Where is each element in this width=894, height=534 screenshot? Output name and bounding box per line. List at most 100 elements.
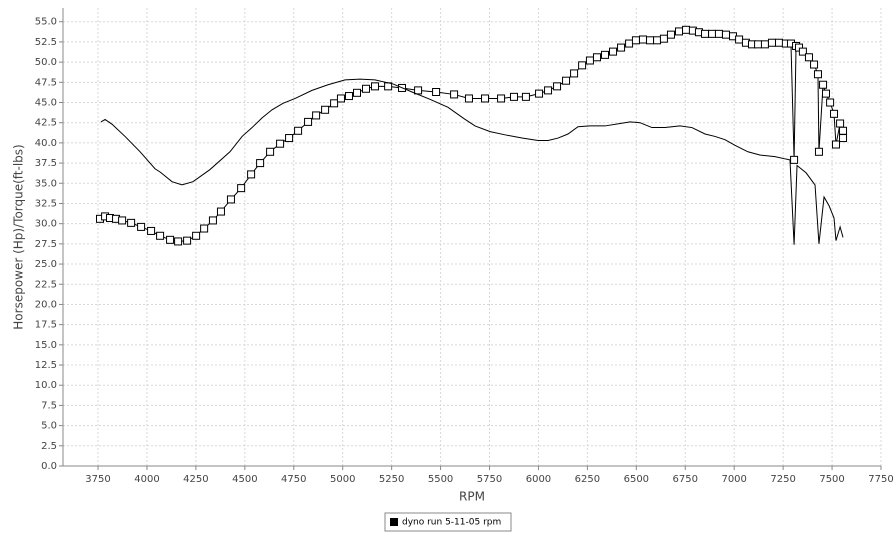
x-tick-label: 6750 [673,474,698,485]
data-point [226,195,235,204]
x-tick-label: 7000 [721,474,746,485]
data-point [804,53,813,62]
data-point [701,29,710,38]
legend-label: dyno run 5-11-05 rpm [402,518,501,528]
data-point [544,86,553,95]
y-tick-label: 7.5 [41,400,57,411]
data-point [625,39,634,48]
data-point [183,236,192,245]
data-point [464,94,473,103]
data-point [682,25,691,34]
data-point [200,224,209,233]
y-tick-label: 37.5 [35,158,57,169]
x-tick-label: 4500 [232,474,257,485]
data-point [156,231,165,240]
x-tick-label: 6250 [575,474,600,485]
data-point [735,35,744,44]
data-point [646,36,655,45]
data-point [798,47,807,56]
data-point [304,117,313,126]
data-point [653,36,662,45]
data-point [118,216,127,225]
x-tick-label: 3750 [85,474,110,485]
y-tick-label: 0.0 [41,461,57,472]
x-tick-label: 7750 [868,474,893,485]
data-point [321,105,330,114]
y-tick-label: 40.0 [35,138,57,149]
y-tick-label: 45.0 [35,98,57,109]
x-tick-label: 7250 [770,474,795,485]
data-point [509,92,518,101]
y-tick-label: 42.5 [35,118,57,129]
data-point [831,140,840,149]
y-tick-label: 35.0 [35,178,57,189]
y-tick-label: 10.0 [35,380,57,391]
legend [384,512,512,532]
y-tick-label: 27.5 [35,239,57,250]
data-point [256,159,265,168]
y-tick-label: 17.5 [35,320,57,331]
x-axis-label: RPM [459,490,485,504]
y-tick-label: 12.5 [35,360,57,371]
y-tick-label: 50.0 [35,57,57,68]
y-tick-label: 32.5 [35,198,57,209]
y-tick-label: 30.0 [35,219,57,230]
data-point [371,82,380,91]
data-point [813,70,822,79]
data-point [330,99,339,108]
data-point [276,139,285,148]
data-point [790,155,799,164]
data-point [414,86,423,95]
data-point [839,134,848,143]
data-point [535,89,544,98]
data-point [767,38,776,47]
data-point [137,222,146,231]
data-point [674,27,683,36]
data-point [666,30,675,39]
data-point [216,207,225,216]
x-tick-label: 5500 [428,474,453,485]
data-point [237,184,246,193]
data-point [814,147,823,156]
data-point [127,218,136,227]
data-point [839,126,848,135]
data-point [353,88,362,97]
y-tick-label: 20.0 [35,299,57,310]
data-point [208,216,217,225]
x-tick-label: 7500 [819,474,844,485]
data-point [481,94,490,103]
data-point [609,47,618,56]
data-point [754,40,763,49]
x-tick-label: 6500 [624,474,649,485]
x-tick-label: 4250 [183,474,208,485]
data-point [336,94,345,103]
data-point [826,98,835,107]
y-tick-label: 15.0 [35,340,57,351]
x-tick-label: 6000 [526,474,551,485]
y-tick-label: 5.0 [41,421,57,432]
y-tick-label: 55.0 [35,17,57,28]
data-point [450,90,459,99]
x-tick-label: 5000 [330,474,355,485]
x-tick-label: 4000 [134,474,159,485]
data-point [497,94,506,103]
data-point [821,89,830,98]
data-point [362,84,371,93]
data-point [592,53,601,62]
series-line [100,78,844,245]
data-point [721,30,730,39]
y-axis-label: Horsepower (Hp)/Torque(ft-lbs) [12,144,26,329]
data-point [312,111,321,120]
data-point [266,147,275,156]
data-point [775,38,784,47]
data-point [147,226,156,235]
data-point [247,170,256,179]
data-point [585,56,594,65]
data-point [819,80,828,89]
data-point [578,61,587,70]
data-point [570,69,579,78]
data-point [631,36,640,45]
y-tick-label: 25.0 [35,259,57,270]
data-point [601,50,610,59]
